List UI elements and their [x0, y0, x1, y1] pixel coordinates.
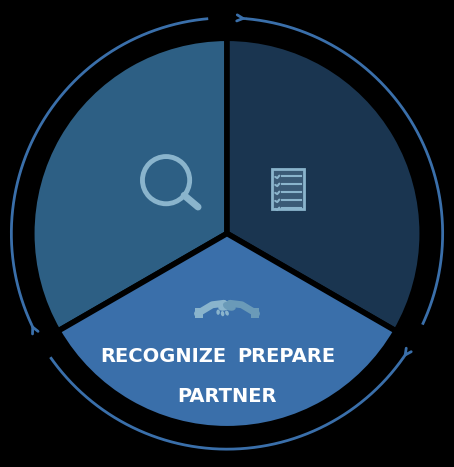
Wedge shape	[58, 234, 396, 429]
Text: RECOGNIZE: RECOGNIZE	[100, 347, 227, 366]
Bar	[271, 169, 304, 209]
Ellipse shape	[217, 310, 220, 315]
Wedge shape	[32, 38, 227, 331]
Bar	[251, 308, 260, 318]
Ellipse shape	[223, 302, 236, 311]
Ellipse shape	[225, 311, 229, 316]
Ellipse shape	[221, 311, 224, 316]
Text: PREPARE: PREPARE	[237, 347, 335, 366]
Wedge shape	[227, 38, 422, 331]
Ellipse shape	[218, 302, 231, 311]
Bar	[194, 308, 203, 318]
Text: PARTNER: PARTNER	[177, 388, 277, 406]
